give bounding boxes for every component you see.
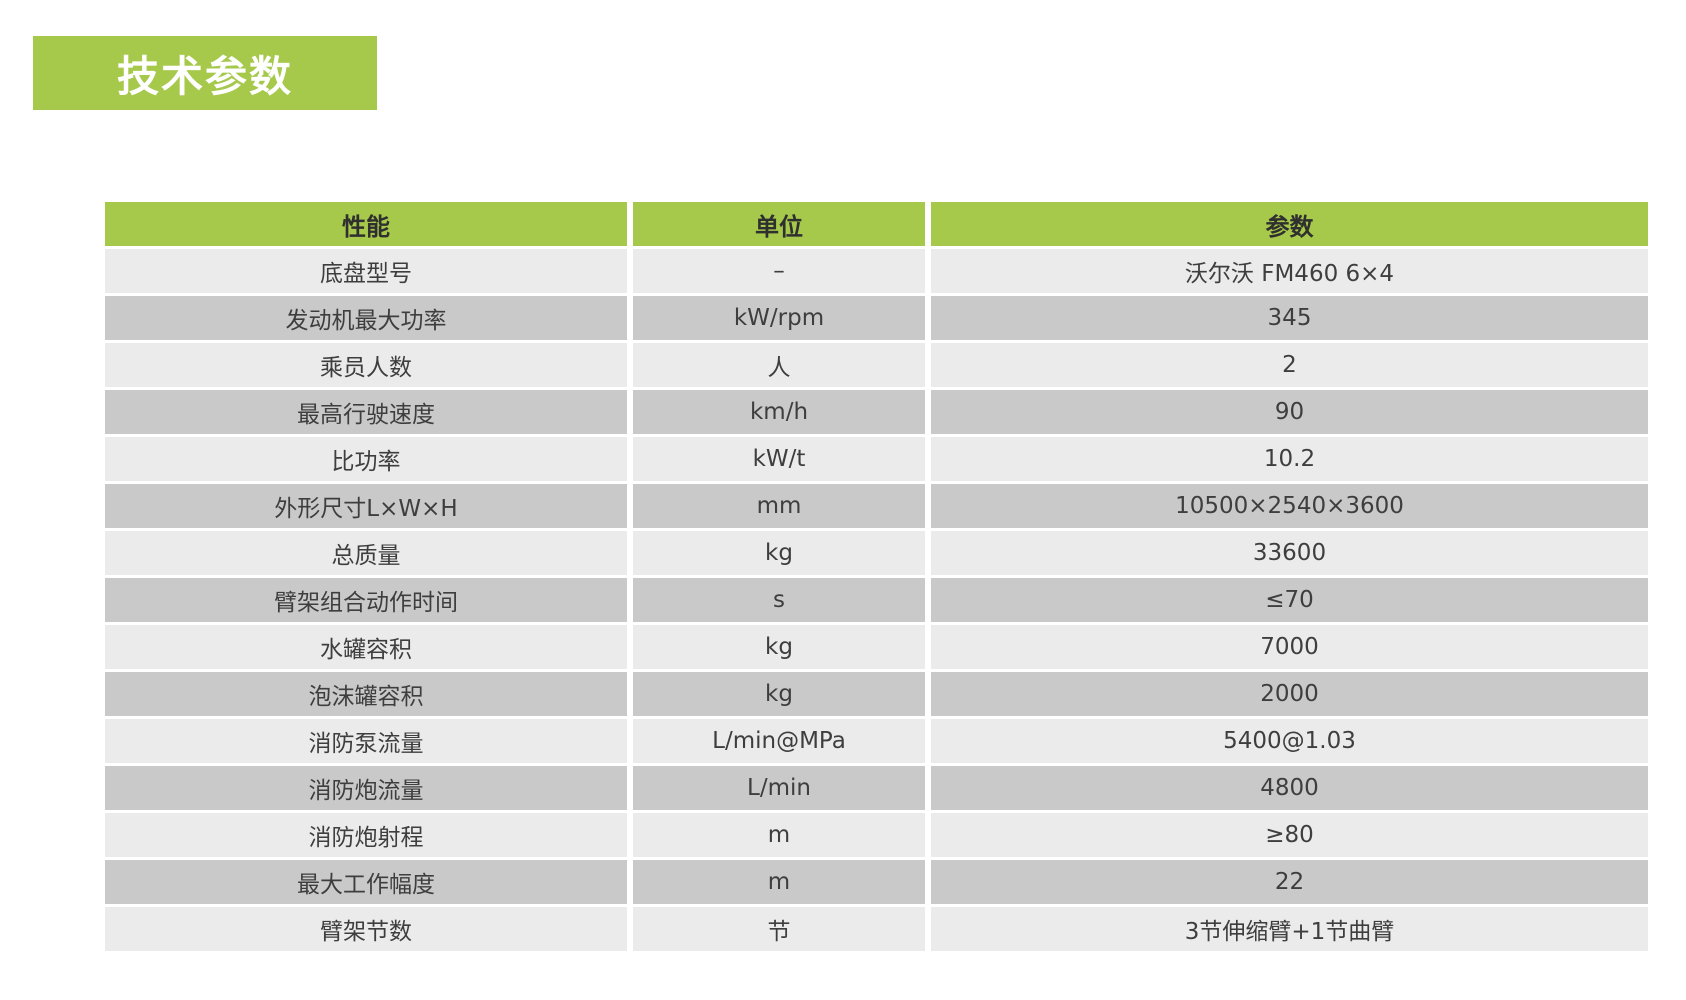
spec-unit-cell: L/min@MPa — [633, 719, 925, 763]
spec-name-cell: 最高行驶速度 — [105, 390, 627, 434]
spec-name-cell: 水罐容积 — [105, 625, 627, 669]
spec-unit-cell: mm — [633, 484, 925, 528]
spec-name-cell: 底盘型号 — [105, 249, 627, 293]
spec-value-cell: 2000 — [931, 672, 1648, 716]
spec-name-cell: 泡沫罐容积 — [105, 672, 627, 716]
spec-value-cell: 5400@1.03 — [931, 719, 1648, 763]
spec-unit-cell: km/h — [633, 390, 925, 434]
spec-unit-cell: kW/t — [633, 437, 925, 481]
spec-name-cell: 比功率 — [105, 437, 627, 481]
section-title-banner: 技术参数 — [33, 36, 377, 110]
spec-unit-cell: kW/rpm — [633, 296, 925, 340]
spec-name-cell: 最大工作幅度 — [105, 860, 627, 904]
spec-name-cell: 乘员人数 — [105, 343, 627, 387]
spec-unit-cell: – — [633, 249, 925, 293]
spec-unit-cell: L/min — [633, 766, 925, 810]
spec-name-cell: 消防炮流量 — [105, 766, 627, 810]
spec-unit-cell: kg — [633, 531, 925, 575]
page-title: 技术参数 — [116, 51, 293, 101]
spec-unit-cell: s — [633, 578, 925, 622]
spec-unit-cell: 人 — [633, 343, 925, 387]
spec-value-cell: 10500×2540×3600 — [931, 484, 1648, 528]
spec-name-cell: 臂架节数 — [105, 907, 627, 951]
spec-value-cell: 22 — [931, 860, 1648, 904]
spec-value-cell: 3节伸缩臂+1节曲臂 — [931, 907, 1648, 951]
spec-value-cell: 2 — [931, 343, 1648, 387]
spec-value-cell: ≤70 — [931, 578, 1648, 622]
spec-value-cell: ≥80 — [931, 813, 1648, 857]
spec-value-cell: 90 — [931, 390, 1648, 434]
spec-unit-cell: m — [633, 860, 925, 904]
spec-name-cell: 消防泵流量 — [105, 719, 627, 763]
spec-value-cell: 7000 — [931, 625, 1648, 669]
spec-unit-cell: kg — [633, 672, 925, 716]
column-header-0: 性能 — [105, 202, 627, 246]
spec-name-cell: 消防炮射程 — [105, 813, 627, 857]
column-header-1: 单位 — [633, 202, 925, 246]
spec-value-cell: 345 — [931, 296, 1648, 340]
spec-unit-cell: kg — [633, 625, 925, 669]
spec-name-cell: 总质量 — [105, 531, 627, 575]
spec-name-cell: 臂架组合动作时间 — [105, 578, 627, 622]
spec-unit-cell: m — [633, 813, 925, 857]
spec-value-cell: 33600 — [931, 531, 1648, 575]
spec-value-cell: 沃尔沃 FM460 6×4 — [931, 249, 1648, 293]
spec-name-cell: 外形尺寸L×W×H — [105, 484, 627, 528]
spec-value-cell: 4800 — [931, 766, 1648, 810]
spec-unit-cell: 节 — [633, 907, 925, 951]
spec-table: 性能 单位 参数底盘型号 – 沃尔沃 FM460 6×4 发动机最大功率 kW/rpm 345… — [105, 202, 1648, 951]
spec-value-cell: 10.2 — [931, 437, 1648, 481]
column-header-2: 参数 — [931, 202, 1648, 246]
spec-name-cell: 发动机最大功率 — [105, 296, 627, 340]
